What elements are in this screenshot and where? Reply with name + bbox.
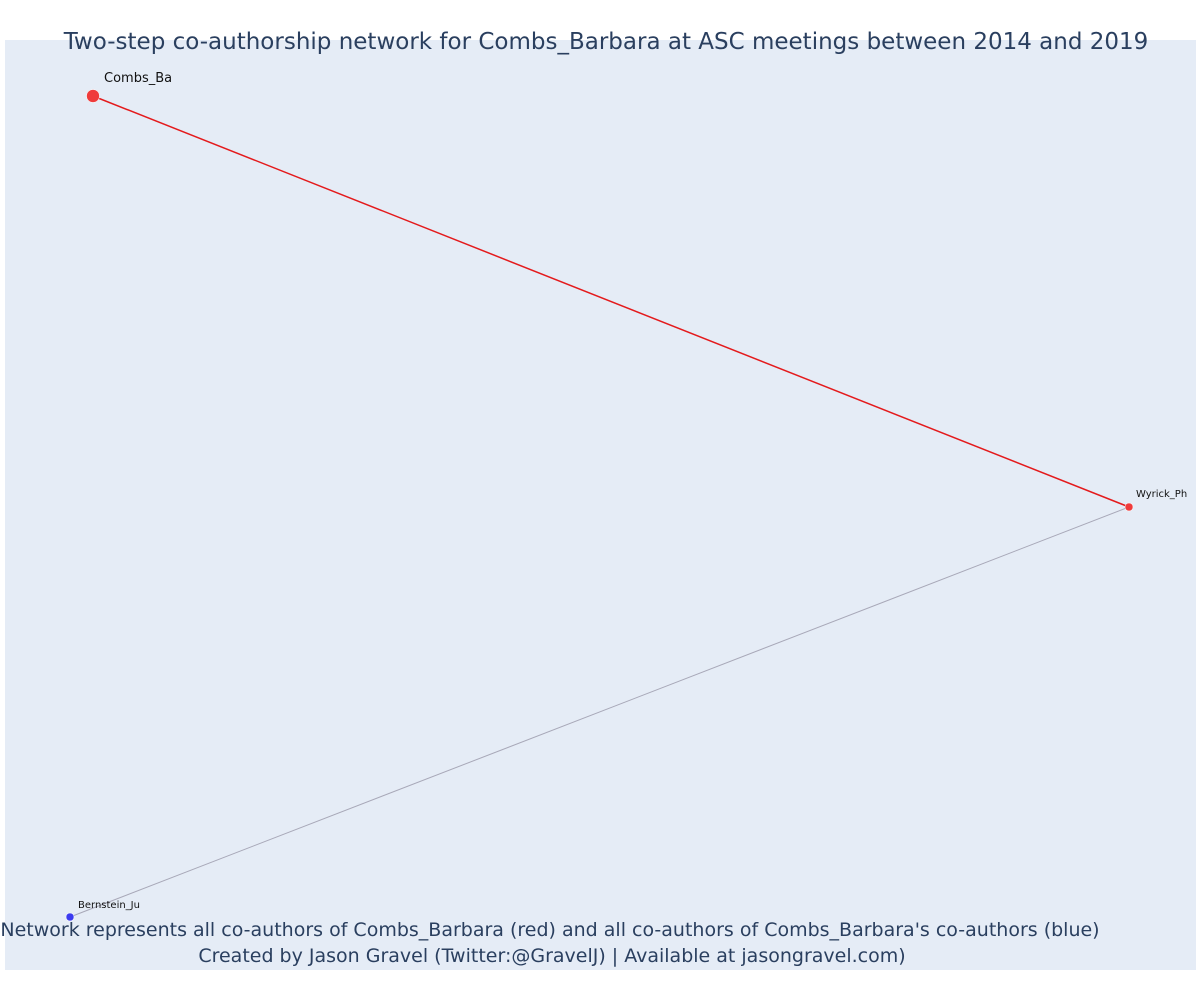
edge-wyrick-bernstein [69,506,1130,918]
nodes-layer [65,89,1134,922]
node-wyrick[interactable] [1124,502,1134,512]
node-label-combs: Combs_Ba [104,71,172,86]
plot-area [5,40,1196,970]
node-combs[interactable] [86,89,100,103]
caption-description: Network represents all co-authors of Com… [0,919,1100,941]
caption-credit: Created by Jason Gravel (Twitter:@Gravel… [198,945,906,967]
edges-layer [69,95,1130,918]
node-bernstein[interactable] [65,912,75,922]
chart-title: Two-step co-authorship network for Combs… [63,29,1149,55]
labels-layer: Combs_Ba Wyrick_Ph Bernstein_Ju [78,71,1187,911]
node-label-wyrick: Wyrick_Ph [1136,489,1187,500]
node-label-bernstein: Bernstein_Ju [78,900,140,911]
edge-combs-wyrick [92,95,1130,508]
